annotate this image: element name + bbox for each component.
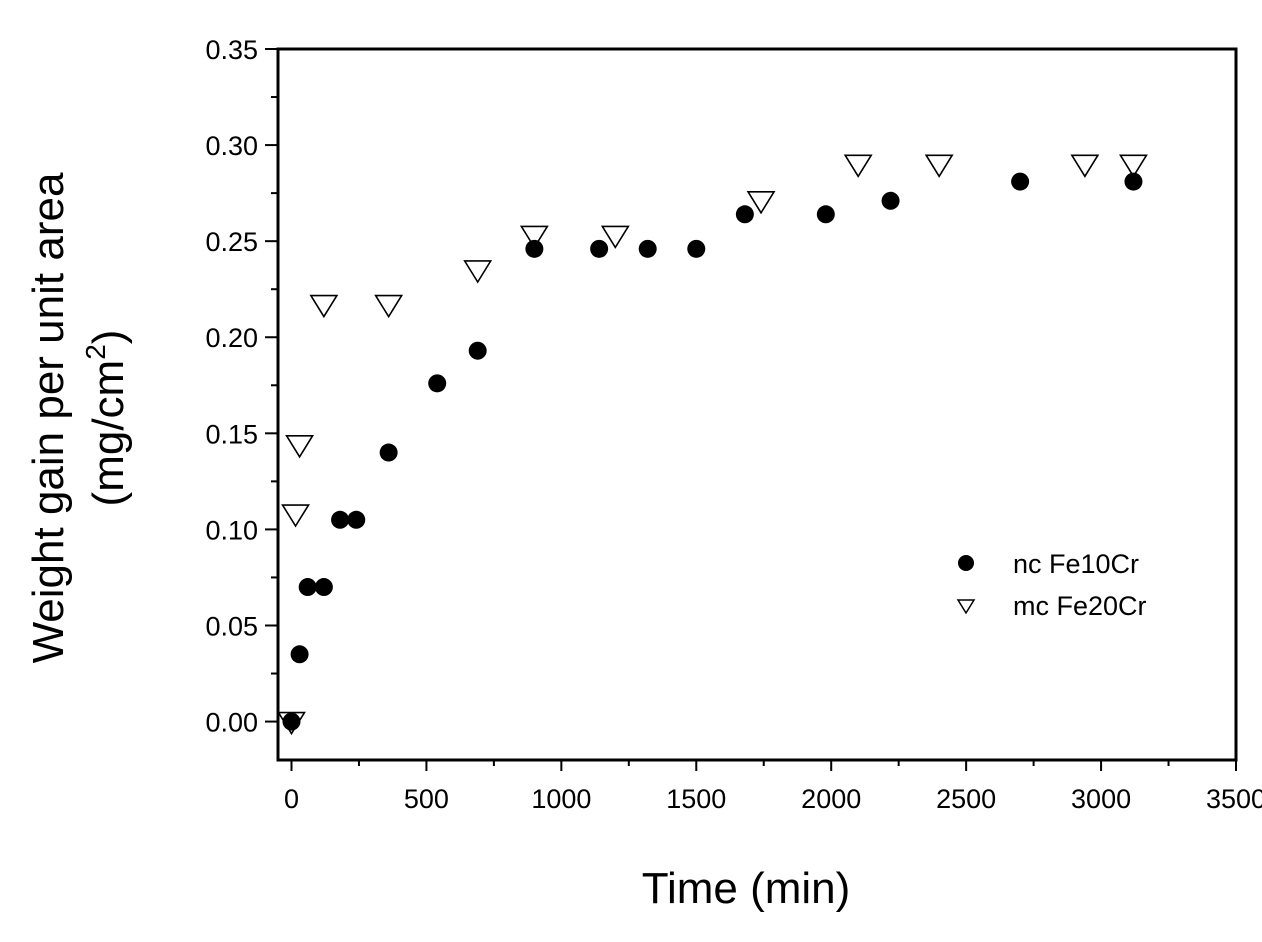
y-units-close: ): [84, 330, 133, 345]
y-tick-label: 0.15: [205, 419, 258, 449]
data-point-nc-fe10cr: [379, 443, 398, 462]
data-point-nc-fe10cr: [590, 239, 609, 258]
y-tick-label: 0.25: [205, 227, 258, 257]
x-axis-label: Time (min): [642, 864, 851, 913]
data-point-nc-fe10cr: [638, 239, 657, 258]
data-point-nc-fe10cr: [735, 205, 754, 224]
data-point-nc-fe10cr: [428, 374, 447, 393]
data-point-nc-fe10cr: [298, 578, 317, 597]
x-tick-label: 500: [404, 784, 449, 814]
legend: nc Fe10Cr mc Fe20Cr: [956, 549, 1147, 621]
legend-label-series-2: mc Fe20Cr: [1013, 591, 1147, 621]
data-point-mc-fe20cr: [281, 504, 310, 528]
data-point-mc-fe20cr: [309, 294, 339, 319]
data-point-mc-fe20cr: [746, 191, 776, 215]
x-tick-label: 3000: [1071, 784, 1131, 814]
data-point-mc-fe20cr: [843, 154, 873, 178]
data-point-mc-fe20cr: [600, 225, 630, 249]
data-point-nc-fe10cr: [1124, 172, 1143, 191]
data-point-nc-fe10cr: [331, 510, 350, 529]
data-point-nc-fe10cr: [347, 510, 366, 529]
data-point-nc-fe10cr: [687, 239, 706, 258]
data-point-mc-fe20cr: [277, 711, 306, 736]
y-tick-label: 0.00: [205, 708, 258, 738]
data-point-nc-fe10cr: [881, 191, 900, 210]
y-tick-label: 0.10: [205, 515, 258, 545]
x-tick-label: 2000: [801, 784, 861, 814]
plot-frame: [276, 47, 1238, 762]
legend-marker-circle: [958, 555, 974, 571]
y-tick-label: 0.20: [205, 323, 258, 353]
x-tick-label: 2500: [936, 784, 996, 814]
data-point-nc-fe10cr: [290, 645, 309, 664]
y-tick-label: 0.05: [205, 611, 258, 641]
y-tick-label: 0.35: [205, 35, 258, 65]
x-tick-label: 0: [284, 784, 299, 814]
x-tick-label: 3500: [1206, 784, 1262, 814]
data-point-nc-fe10cr: [816, 205, 835, 224]
x-tick-label: 1500: [666, 784, 726, 814]
legend-marker-triangle: [956, 599, 976, 615]
y-units-text: (mg/cm: [84, 360, 133, 507]
legend-label-series-1: nc Fe10Cr: [1013, 549, 1139, 579]
y-axis-label-units: (mg/cm2): [80, 330, 133, 507]
y-axis-label: Weight gain per unit area: [24, 172, 73, 663]
data-point-nc-fe10cr: [1011, 172, 1030, 191]
data-point-mc-fe20cr: [1119, 154, 1148, 178]
data-point-mc-fe20cr: [519, 225, 549, 249]
data-point-mc-fe20cr: [374, 294, 404, 319]
data-point-mc-fe20cr: [1070, 154, 1100, 178]
y-tick-label: 0.30: [205, 131, 258, 161]
y-units-superscript: 2: [80, 344, 111, 360]
x-tick-label: 1000: [531, 784, 591, 814]
data-point-nc-fe10cr: [314, 578, 333, 597]
data-point-nc-fe10cr: [468, 341, 487, 360]
data-point-mc-fe20cr: [463, 260, 493, 284]
data-point-mc-fe20cr: [924, 154, 954, 178]
data-point-nc-fe10cr: [282, 712, 301, 731]
data-point-mc-fe20cr: [285, 435, 315, 459]
